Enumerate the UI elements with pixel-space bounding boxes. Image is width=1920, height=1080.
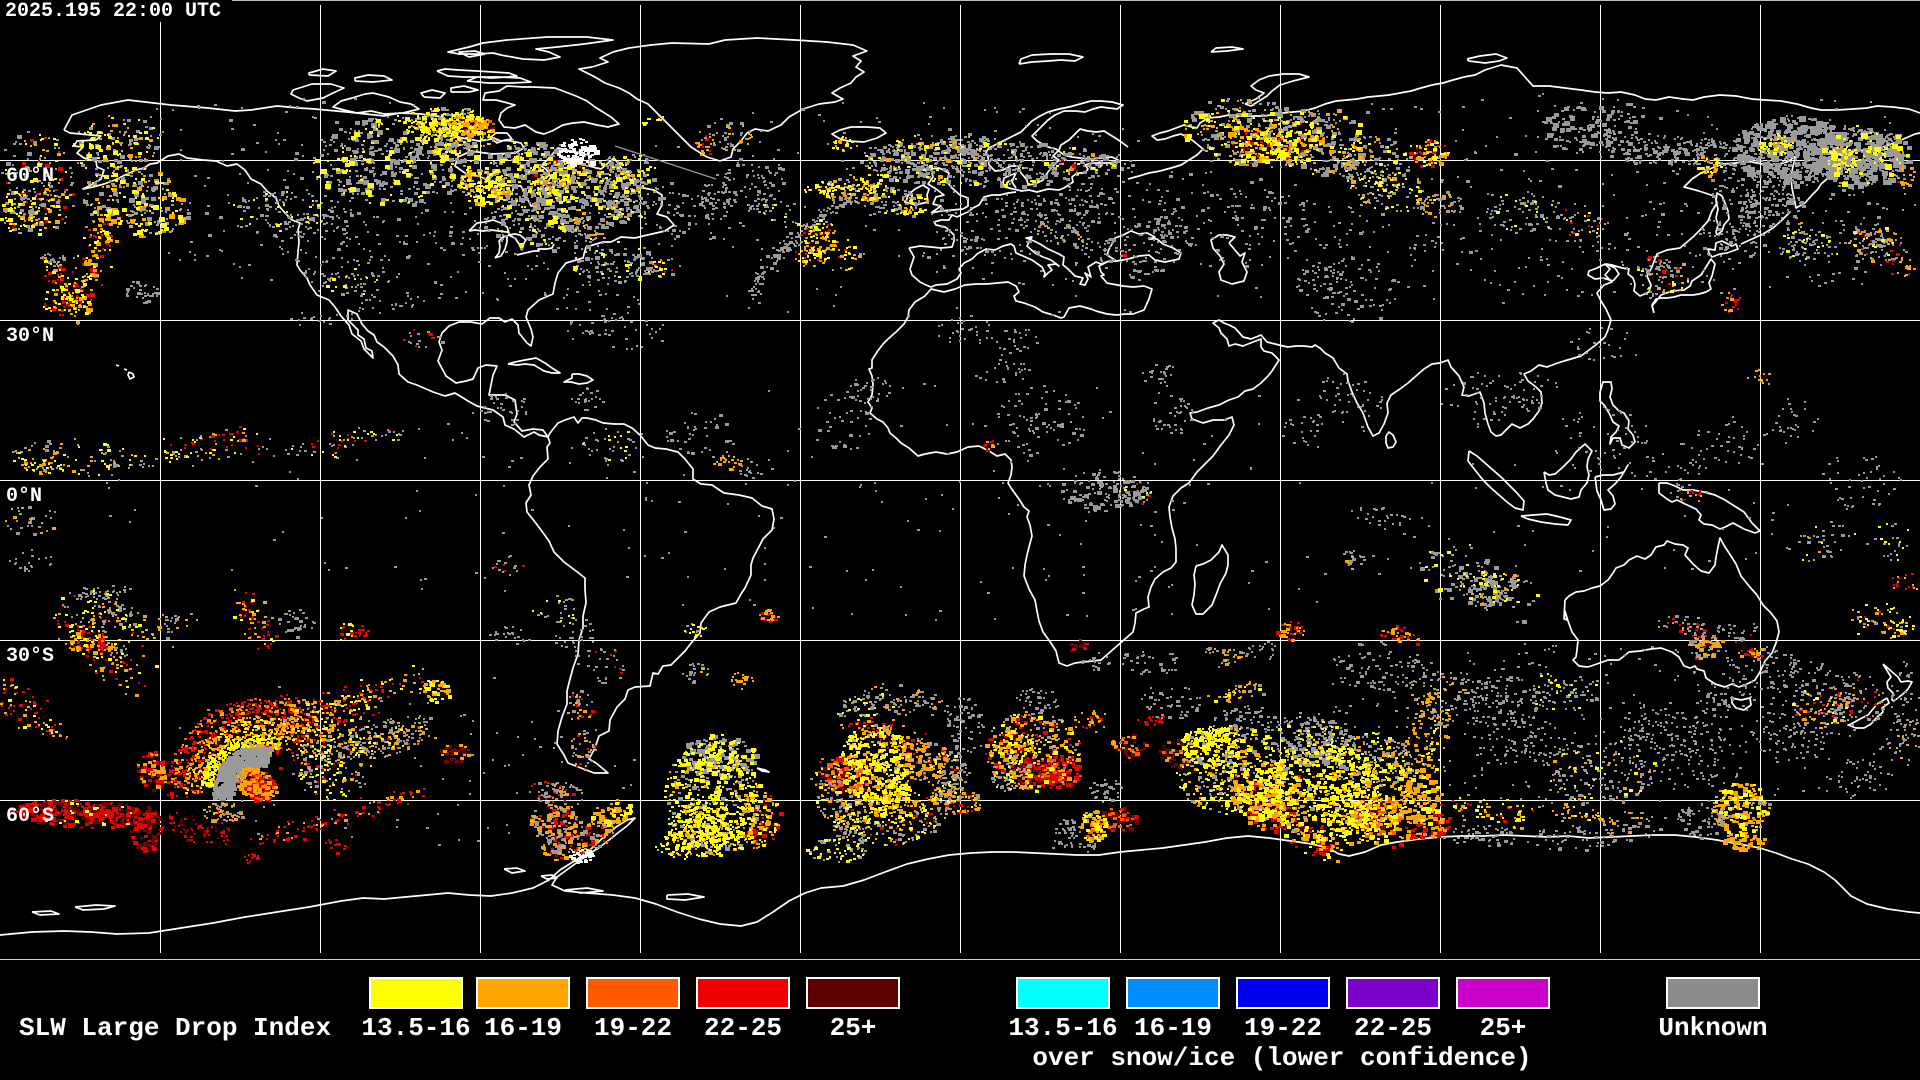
svg-text:0°N: 0°N: [6, 485, 42, 508]
svg-text:19-22: 19-22: [594, 1013, 672, 1043]
svg-text:30°S: 30°S: [6, 645, 54, 668]
svg-text:over snow/ice (lower confidenc: over snow/ice (lower confidence): [1032, 1043, 1531, 1073]
svg-text:2025.195 22:00 UTC: 2025.195 22:00 UTC: [5, 0, 221, 23]
svg-text:13.5-16: 13.5-16: [361, 1013, 470, 1043]
svg-text:13.5-16: 13.5-16: [1008, 1013, 1117, 1043]
svg-text:60°N: 60°N: [6, 165, 54, 188]
svg-text:22-25: 22-25: [704, 1013, 782, 1043]
svg-text:25+: 25+: [830, 1013, 877, 1043]
svg-text:SLW Large Drop Index: SLW Large Drop Index: [19, 1013, 331, 1043]
svg-text:16-19: 16-19: [1134, 1013, 1212, 1043]
svg-text:30°N: 30°N: [6, 325, 54, 348]
svg-text:Unknown: Unknown: [1658, 1013, 1767, 1043]
svg-text:19-22: 19-22: [1244, 1013, 1322, 1043]
svg-text:22-25: 22-25: [1354, 1013, 1432, 1043]
svg-text:16-19: 16-19: [484, 1013, 562, 1043]
svg-text:25+: 25+: [1480, 1013, 1527, 1043]
svg-text:60°S: 60°S: [6, 805, 54, 828]
